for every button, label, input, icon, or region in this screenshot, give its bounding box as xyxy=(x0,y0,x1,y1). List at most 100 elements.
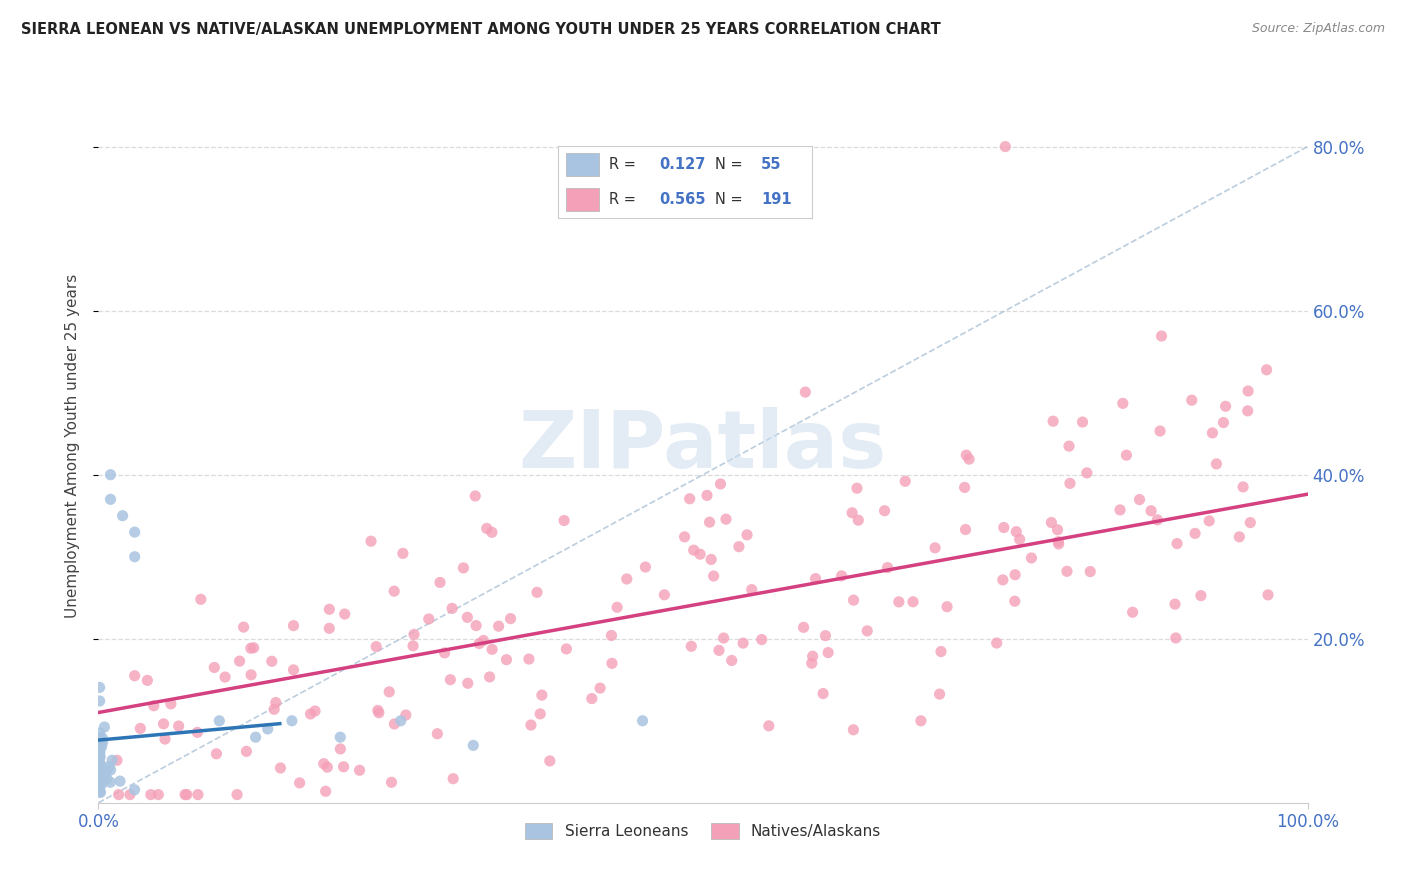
Point xyxy=(696,488,718,502)
Point xyxy=(846,513,869,527)
Point xyxy=(1184,526,1206,541)
Point xyxy=(329,730,352,744)
Point xyxy=(283,618,305,632)
Point xyxy=(100,763,122,777)
Point xyxy=(475,521,498,535)
Point xyxy=(991,573,1014,587)
Point xyxy=(318,602,340,616)
Point xyxy=(281,714,304,728)
Point xyxy=(520,718,543,732)
Point xyxy=(631,714,654,728)
Point xyxy=(955,448,977,462)
Point xyxy=(1140,504,1163,518)
Point xyxy=(1257,588,1279,602)
Point xyxy=(842,593,865,607)
Point xyxy=(329,742,352,756)
Point xyxy=(124,782,146,797)
Point xyxy=(800,657,823,671)
Point xyxy=(634,560,657,574)
Point xyxy=(202,660,225,674)
Point xyxy=(741,582,763,597)
Point xyxy=(402,639,425,653)
Point xyxy=(488,619,510,633)
Point xyxy=(1227,530,1250,544)
Point xyxy=(831,569,853,583)
Point xyxy=(90,763,112,777)
Point xyxy=(174,788,197,802)
Point xyxy=(953,480,976,494)
Point xyxy=(606,600,628,615)
Point xyxy=(600,657,623,671)
Point xyxy=(90,759,112,773)
Point xyxy=(457,676,479,690)
Point xyxy=(463,739,485,753)
Point xyxy=(616,572,638,586)
Point xyxy=(924,541,946,555)
Y-axis label: Unemployment Among Youth under 25 years: Unemployment Among Youth under 25 years xyxy=(65,274,80,618)
Point xyxy=(589,681,612,695)
Point xyxy=(288,776,311,790)
Point xyxy=(205,747,228,761)
Point xyxy=(124,549,146,564)
Point xyxy=(167,719,190,733)
Point xyxy=(1237,384,1260,398)
Point xyxy=(89,771,111,785)
Point xyxy=(1005,524,1028,539)
Point xyxy=(89,785,111,799)
Point xyxy=(226,788,249,802)
Point xyxy=(89,765,111,780)
Point xyxy=(441,772,464,786)
Point xyxy=(100,467,122,482)
Point xyxy=(89,774,111,789)
Point xyxy=(581,691,603,706)
Point xyxy=(89,757,111,772)
Point xyxy=(332,760,354,774)
Point xyxy=(1201,425,1223,440)
Point xyxy=(105,753,128,767)
Point xyxy=(1189,589,1212,603)
Point xyxy=(529,706,551,721)
Point xyxy=(89,694,111,708)
Point xyxy=(312,756,335,771)
Point xyxy=(1215,399,1237,413)
Point xyxy=(111,508,134,523)
Point xyxy=(245,730,267,744)
Point xyxy=(1146,513,1168,527)
Point xyxy=(242,640,264,655)
Point xyxy=(526,585,548,599)
Point xyxy=(228,654,250,668)
Point xyxy=(366,640,388,654)
Point xyxy=(108,774,131,789)
Point xyxy=(1164,631,1187,645)
Point xyxy=(89,681,111,695)
Point xyxy=(89,740,111,755)
Point xyxy=(845,481,868,495)
Point xyxy=(418,612,440,626)
Point xyxy=(700,552,723,566)
Point xyxy=(495,653,517,667)
Point xyxy=(91,731,114,746)
Point xyxy=(96,765,118,780)
Point xyxy=(98,775,121,789)
Point xyxy=(101,753,124,767)
Point xyxy=(89,770,111,784)
Point xyxy=(1149,424,1171,438)
Point xyxy=(89,773,111,788)
Point xyxy=(842,723,865,737)
Point xyxy=(465,618,488,632)
Point xyxy=(1212,416,1234,430)
Point xyxy=(402,627,425,641)
Point xyxy=(517,652,540,666)
Point xyxy=(124,669,146,683)
Point xyxy=(1008,533,1031,547)
Point xyxy=(814,629,837,643)
Point xyxy=(1056,564,1078,578)
Point xyxy=(91,772,114,786)
Point xyxy=(90,777,112,791)
Point xyxy=(1232,480,1254,494)
Point xyxy=(1059,476,1081,491)
Point xyxy=(811,687,834,701)
Point xyxy=(260,654,283,668)
Point xyxy=(89,785,111,799)
Point xyxy=(841,506,863,520)
